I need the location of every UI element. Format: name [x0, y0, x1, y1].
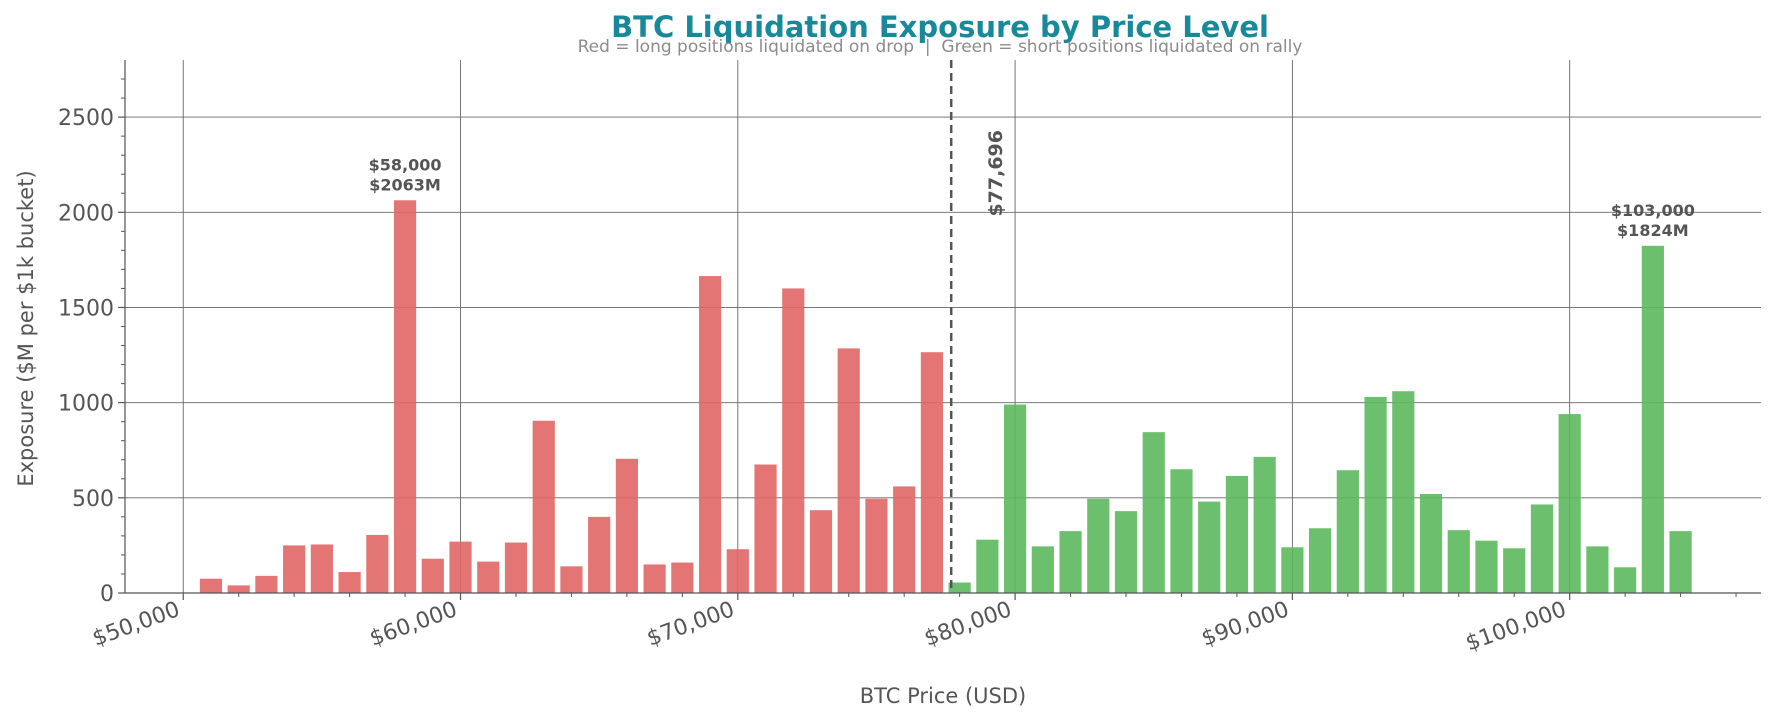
long-bar [255, 575, 278, 593]
short-bar [1530, 504, 1554, 593]
long-bar [615, 458, 638, 593]
peak-annotations: $58,000$2063M $103,000$1824M [369, 155, 1695, 239]
long-bar [698, 276, 722, 593]
short-bar [1142, 432, 1165, 593]
chart-subtitle: Red = long positions liquidated on drop … [578, 37, 1303, 57]
long-bar [560, 566, 583, 593]
peak-annotation-value: $2063M [369, 175, 441, 194]
long-bar [865, 498, 888, 593]
short-bar [1503, 548, 1526, 593]
short-bar [1641, 245, 1664, 593]
short-bar [1031, 546, 1054, 593]
y-tick-label: 2000 [58, 201, 114, 226]
peak-annotation-price: $58,000 [369, 155, 442, 174]
long-bar [477, 561, 500, 593]
short-bar [1281, 547, 1304, 593]
short-bar [1059, 531, 1082, 593]
short-bar [1004, 404, 1027, 593]
short-bar [976, 539, 999, 593]
long-bar [532, 420, 555, 593]
long-bar [809, 510, 833, 593]
short-bar [1475, 540, 1498, 593]
long-bar [283, 545, 306, 593]
short-bar [1364, 396, 1387, 593]
long-bar [893, 486, 916, 593]
short-bar [1586, 546, 1609, 593]
long-bar [393, 200, 417, 593]
y-tick-label: 1000 [58, 392, 114, 417]
y-tick-label: 0 [100, 582, 114, 607]
short-bar [948, 582, 971, 593]
y-tick-label: 500 [72, 487, 114, 512]
peak-annotation-value: $1824M [1617, 221, 1689, 240]
short-bar [1419, 494, 1443, 593]
short-bar [1170, 469, 1193, 593]
short-bar [1087, 498, 1110, 593]
x-tick-label: $80,000 [921, 597, 1015, 652]
x-tick-labels: $50,000 $60,000 $70,000 $80,000 $90,000 $100,… [89, 597, 1569, 656]
long-bar [754, 464, 777, 593]
bars [199, 200, 1692, 593]
y-tick-label: 1500 [58, 296, 114, 321]
x-tick-label: $100,000 [1463, 597, 1570, 656]
long-bar [421, 558, 444, 593]
y-tick-labels: 0 500 1000 1500 2000 2500 [58, 106, 114, 607]
long-bar [338, 572, 361, 593]
long-bar [782, 288, 805, 593]
short-bar [1253, 456, 1276, 593]
long-bar [643, 564, 666, 593]
short-bar [1309, 528, 1332, 593]
long-bar [449, 541, 472, 593]
long-bar [920, 352, 943, 593]
short-bar [1614, 567, 1637, 593]
short-bar [1669, 531, 1692, 593]
long-bar [366, 534, 389, 593]
peak-annotation-price: $103,000 [1611, 201, 1695, 220]
axes [118, 60, 1761, 600]
x-axis-label: BTC Price (USD) [860, 684, 1027, 708]
long-bar [726, 549, 749, 593]
short-bar [1447, 530, 1470, 593]
long-bar [310, 544, 333, 593]
short-bar [1225, 475, 1249, 593]
long-bar [504, 542, 528, 593]
short-bar [1336, 470, 1359, 593]
long-bar [588, 516, 611, 593]
short-bar [1198, 501, 1221, 593]
long-bar [199, 578, 223, 593]
short-bar [1114, 511, 1138, 593]
chart-title: BTC Liquidation Exposure by Price Level [611, 10, 1269, 44]
x-tick-label: $70,000 [644, 597, 738, 652]
short-bar [1558, 414, 1581, 593]
long-bar [671, 562, 694, 593]
short-bar [1392, 391, 1415, 593]
long-bar [837, 348, 860, 593]
y-tick-label: 2500 [58, 106, 114, 131]
x-tick-label: $90,000 [1198, 597, 1292, 652]
current-price-label: $77,696 [985, 130, 1007, 217]
long-bar [227, 585, 250, 593]
y-axis-label: Exposure ($M per $1k bucket) [14, 170, 38, 486]
x-tick-label: $60,000 [367, 597, 461, 652]
